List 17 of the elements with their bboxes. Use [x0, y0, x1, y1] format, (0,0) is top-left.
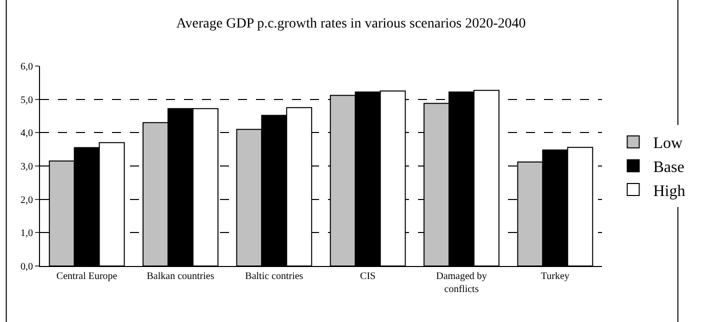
- y-tick-label: 6,0: [20, 62, 33, 72]
- legend-label: High: [653, 182, 686, 200]
- x-tick-label: Balkan countries: [146, 271, 214, 282]
- x-tick-label: CIS: [360, 271, 376, 282]
- y-tick-label: 1,0: [20, 228, 33, 240]
- x-tick-label: Baltic contries: [245, 271, 304, 282]
- y-tick-label: 4,0: [20, 128, 33, 140]
- legend-label: Low: [653, 135, 684, 152]
- y-tick-label: 5,0: [20, 94, 33, 106]
- x-tick-label: Central Europe: [56, 271, 118, 282]
- y-tick-label: 2,0: [20, 194, 33, 206]
- y-tick-label: 3,0: [20, 162, 33, 172]
- x-tick-label: Damaged by conflicts: [436, 271, 487, 295]
- x-tick-label: Turkey: [540, 271, 570, 282]
- y-tick-label: 0,0: [20, 262, 33, 272]
- legend-label: Base: [653, 158, 684, 176]
- chart-title: Average GDP p.c.growth rates in various scenarios 2020-2040: [176, 16, 526, 32]
